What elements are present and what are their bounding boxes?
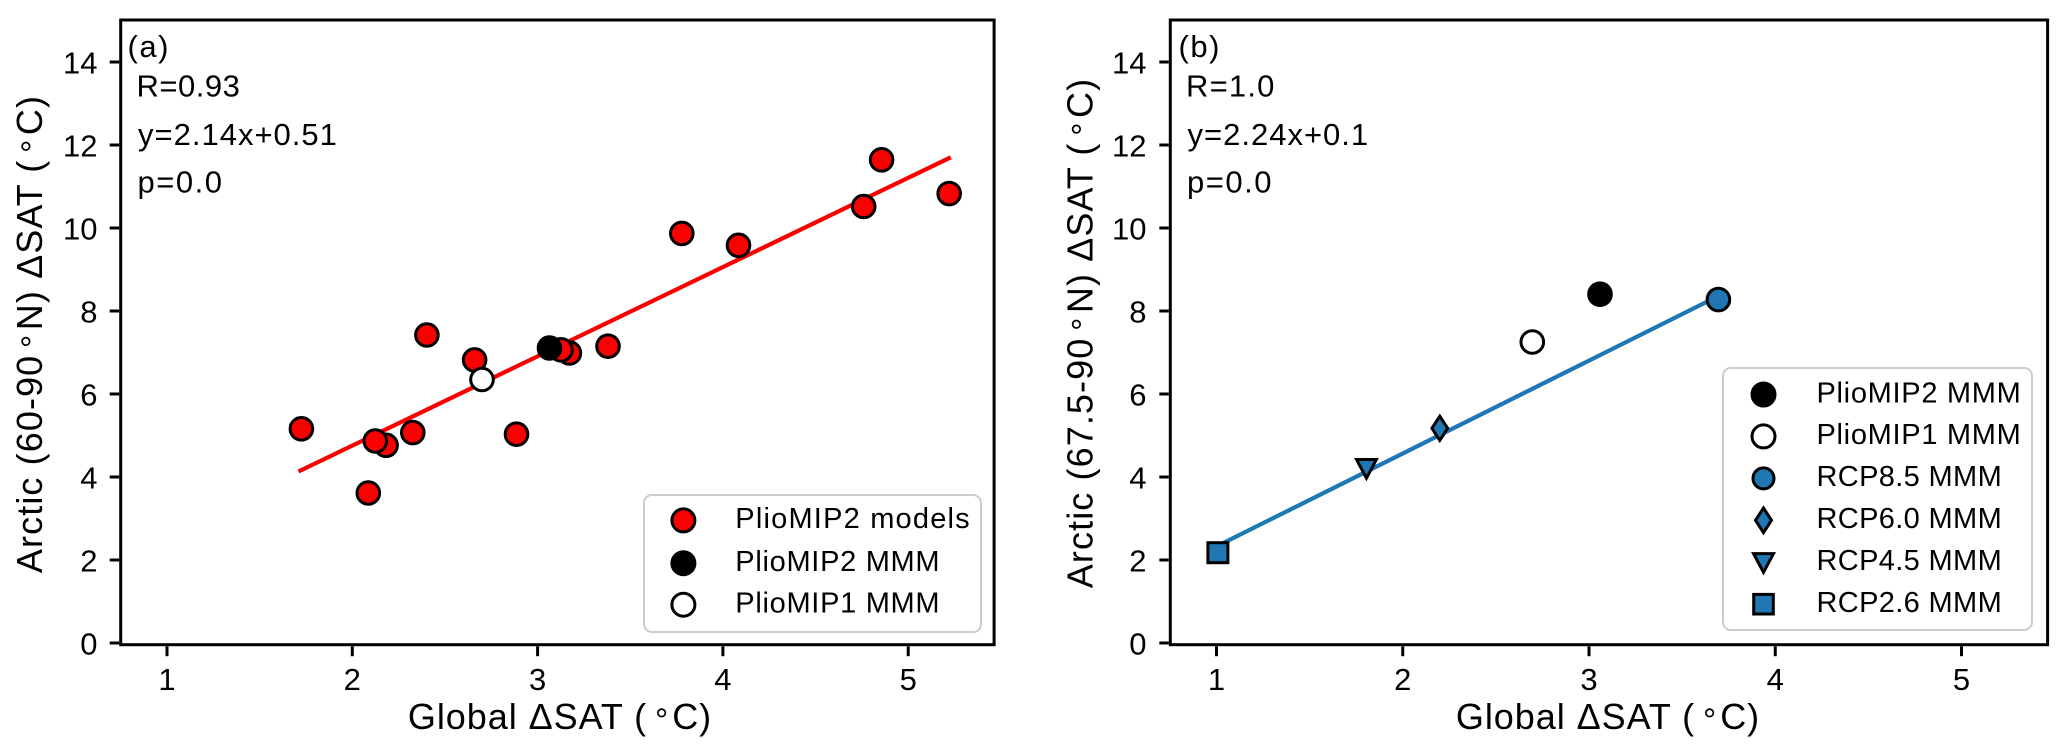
svg-text:8: 8 (1129, 295, 1146, 330)
svg-text:12: 12 (63, 129, 97, 164)
svg-text:4: 4 (1767, 662, 1784, 697)
svg-text:0: 0 (1129, 627, 1146, 662)
svg-text:0: 0 (80, 627, 97, 662)
svg-text:RCP6.0 MMM: RCP6.0 MMM (1817, 503, 2003, 535)
svg-text:y=2.24x+0.1: y=2.24x+0.1 (1188, 117, 1370, 152)
svg-text:RCP4.5 MMM: RCP4.5 MMM (1817, 545, 2003, 577)
svg-text:y=2.14x+0.51: y=2.14x+0.51 (138, 117, 338, 152)
svg-text:5: 5 (1953, 662, 1970, 697)
svg-text:3: 3 (1580, 662, 1597, 697)
svg-text:RCP2.6 MMM: RCP2.6 MMM (1817, 587, 2003, 619)
svg-text:PlioMIP1 MMM: PlioMIP1 MMM (1817, 419, 2022, 451)
svg-text:10: 10 (1112, 212, 1146, 247)
svg-text:4: 4 (80, 461, 97, 496)
svg-text:1: 1 (1208, 662, 1225, 697)
svg-text:Global ΔSAT (°C): Global ΔSAT (°C) (408, 696, 712, 739)
svg-text:2: 2 (1129, 544, 1146, 579)
svg-text:PlioMIP2 MMM: PlioMIP2 MMM (735, 546, 940, 578)
svg-text:2: 2 (344, 662, 361, 697)
svg-text:PlioMIP2 models: PlioMIP2 models (735, 503, 971, 535)
svg-text:PlioMIP1 MMM: PlioMIP1 MMM (735, 588, 940, 620)
svg-text:PlioMIP2 MMM: PlioMIP2 MMM (1817, 377, 2022, 409)
svg-text:4: 4 (1129, 461, 1146, 496)
svg-text:Global ΔSAT (°C): Global ΔSAT (°C) (1456, 696, 1760, 739)
svg-text:p=0.0: p=0.0 (138, 164, 224, 199)
svg-text:14: 14 (63, 46, 97, 81)
svg-text:2: 2 (80, 544, 97, 579)
svg-text:6: 6 (1129, 378, 1146, 413)
svg-text:14: 14 (1112, 46, 1146, 81)
svg-text:8: 8 (80, 295, 97, 330)
svg-text:5: 5 (900, 662, 917, 697)
svg-text:6: 6 (80, 378, 97, 413)
svg-text:12: 12 (1112, 129, 1146, 164)
svg-text:2: 2 (1394, 662, 1411, 697)
svg-text:10: 10 (63, 212, 97, 247)
svg-text:RCP8.5 MMM: RCP8.5 MMM (1817, 461, 2003, 493)
svg-text:R=1.0: R=1.0 (1186, 69, 1276, 104)
svg-text:(b): (b) (1179, 29, 1221, 64)
svg-text:R=0.93: R=0.93 (137, 69, 241, 104)
svg-text:(a): (a) (128, 29, 170, 64)
svg-text:Arctic (60-90°N) ΔSAT (°C): Arctic (60-90°N) ΔSAT (°C) (9, 95, 52, 573)
svg-text:3: 3 (529, 662, 546, 697)
svg-text:p=0.0: p=0.0 (1187, 164, 1273, 199)
svg-text:4: 4 (714, 662, 731, 697)
svg-text:1: 1 (158, 662, 175, 697)
